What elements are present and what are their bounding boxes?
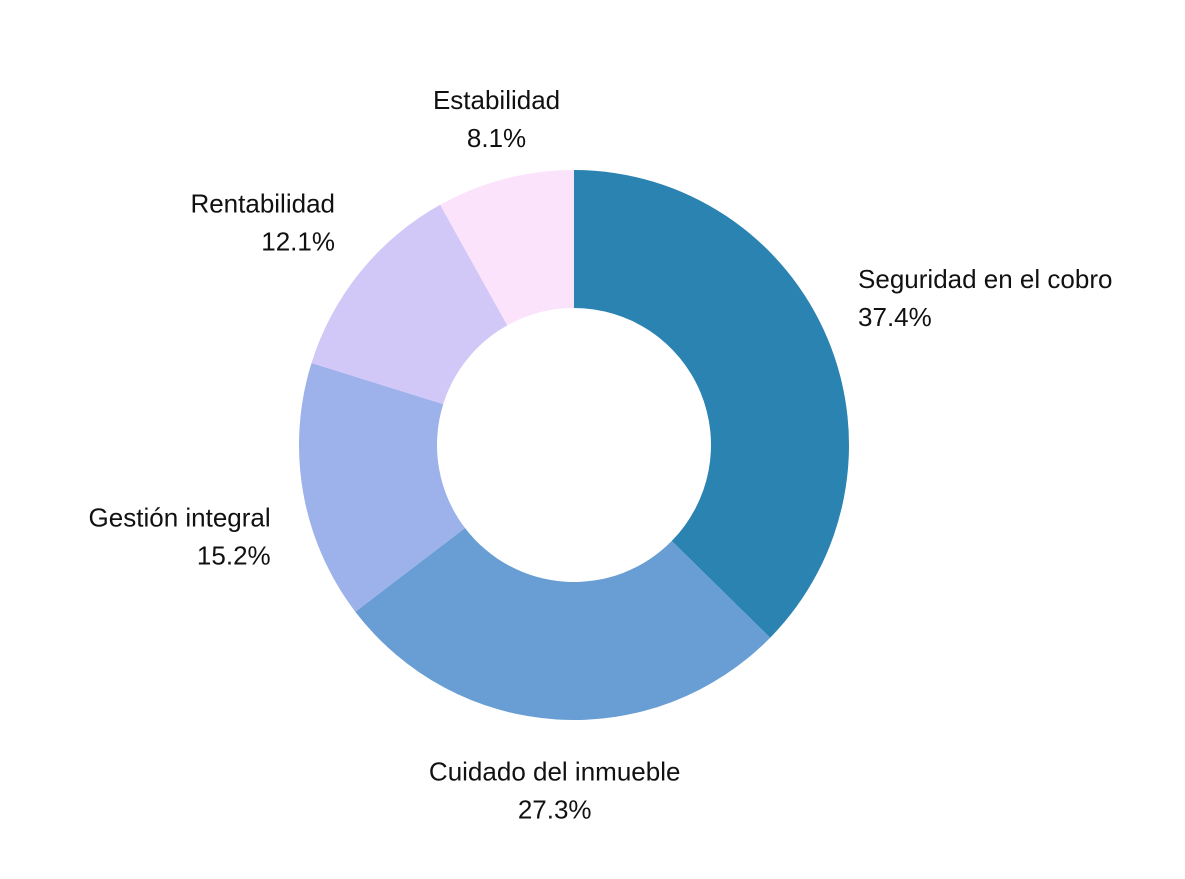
slice-value: 27.3% xyxy=(518,794,592,824)
slice-value: 12.1% xyxy=(261,227,335,257)
donut-slice xyxy=(574,170,849,638)
donut-slice xyxy=(440,170,574,326)
slice-value: 8.1% xyxy=(467,123,526,153)
donut-slice xyxy=(298,362,466,612)
slice-label: Cuidado del inmueble xyxy=(429,756,681,786)
slice-value: 37.4% xyxy=(858,302,932,332)
slice-value: 15.2% xyxy=(197,540,271,570)
donut-slice xyxy=(355,528,771,720)
slice-label: Gestión integral xyxy=(89,502,271,532)
donut-slice xyxy=(311,204,508,405)
slice-label: Rentabilidad xyxy=(190,189,335,219)
slice-label: Seguridad en el cobro xyxy=(858,264,1112,294)
slice-label: Estabilidad xyxy=(433,85,560,115)
